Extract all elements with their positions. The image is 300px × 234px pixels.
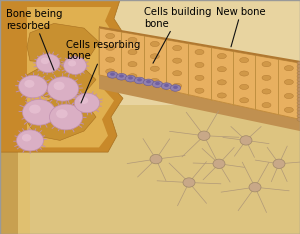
Circle shape	[297, 81, 300, 85]
Circle shape	[240, 136, 252, 145]
Polygon shape	[99, 28, 300, 119]
Ellipse shape	[161, 83, 172, 89]
Ellipse shape	[128, 37, 137, 43]
Circle shape	[74, 93, 100, 113]
Circle shape	[19, 75, 47, 98]
Circle shape	[297, 101, 300, 105]
Ellipse shape	[106, 45, 115, 50]
Ellipse shape	[195, 62, 204, 68]
Ellipse shape	[150, 66, 159, 71]
Ellipse shape	[170, 85, 181, 91]
Ellipse shape	[106, 57, 115, 62]
FancyBboxPatch shape	[0, 0, 300, 105]
Circle shape	[198, 131, 210, 140]
Circle shape	[68, 60, 76, 66]
Circle shape	[297, 111, 300, 115]
Ellipse shape	[107, 72, 118, 78]
Ellipse shape	[262, 75, 271, 80]
Ellipse shape	[284, 93, 293, 99]
Ellipse shape	[150, 41, 159, 47]
Text: Cells building
bone: Cells building bone	[144, 7, 212, 63]
Ellipse shape	[173, 71, 182, 76]
FancyBboxPatch shape	[0, 105, 300, 234]
Circle shape	[213, 159, 225, 168]
Circle shape	[56, 109, 68, 118]
Polygon shape	[99, 26, 300, 63]
Circle shape	[297, 114, 300, 118]
Ellipse shape	[128, 49, 137, 55]
Circle shape	[297, 84, 300, 88]
Polygon shape	[0, 0, 123, 152]
Ellipse shape	[240, 58, 249, 63]
Circle shape	[24, 80, 34, 88]
Ellipse shape	[128, 74, 137, 79]
Ellipse shape	[119, 74, 124, 78]
Circle shape	[297, 88, 300, 91]
Ellipse shape	[128, 76, 133, 80]
Ellipse shape	[262, 89, 271, 94]
Ellipse shape	[195, 88, 204, 93]
Circle shape	[297, 78, 300, 82]
Ellipse shape	[240, 84, 249, 89]
Ellipse shape	[106, 69, 115, 74]
Circle shape	[297, 104, 300, 108]
Ellipse shape	[173, 86, 178, 89]
Polygon shape	[27, 23, 99, 63]
Ellipse shape	[284, 66, 293, 71]
Circle shape	[297, 65, 300, 68]
Circle shape	[22, 99, 56, 125]
Ellipse shape	[262, 62, 271, 67]
Ellipse shape	[217, 67, 226, 72]
FancyBboxPatch shape	[18, 0, 30, 234]
Ellipse shape	[240, 98, 249, 103]
Ellipse shape	[173, 83, 182, 88]
Circle shape	[80, 97, 88, 104]
Ellipse shape	[173, 45, 182, 51]
Circle shape	[297, 98, 300, 101]
Circle shape	[297, 94, 300, 98]
Polygon shape	[99, 75, 300, 131]
Text: New bone: New bone	[216, 7, 266, 47]
Ellipse shape	[137, 78, 142, 81]
Circle shape	[297, 117, 300, 121]
Circle shape	[150, 154, 162, 164]
Ellipse shape	[128, 62, 137, 67]
Circle shape	[41, 58, 49, 64]
Ellipse shape	[217, 54, 226, 59]
Ellipse shape	[125, 75, 136, 82]
Ellipse shape	[164, 84, 169, 87]
Circle shape	[297, 68, 300, 72]
Ellipse shape	[134, 77, 145, 84]
Circle shape	[16, 130, 44, 151]
Ellipse shape	[262, 102, 271, 108]
Circle shape	[273, 159, 285, 168]
Ellipse shape	[173, 58, 182, 63]
Circle shape	[54, 82, 64, 90]
Text: Bone being
resorbed: Bone being resorbed	[6, 9, 62, 70]
Ellipse shape	[284, 107, 293, 113]
Circle shape	[47, 77, 79, 101]
Circle shape	[29, 105, 41, 113]
Ellipse shape	[116, 73, 127, 80]
Ellipse shape	[146, 80, 151, 83]
Ellipse shape	[150, 78, 159, 84]
FancyBboxPatch shape	[0, 0, 18, 234]
Circle shape	[64, 57, 86, 74]
Circle shape	[297, 74, 300, 78]
Ellipse shape	[240, 71, 249, 76]
Circle shape	[297, 91, 300, 95]
Ellipse shape	[150, 54, 159, 59]
Circle shape	[50, 104, 82, 130]
Ellipse shape	[143, 79, 154, 86]
Ellipse shape	[152, 81, 163, 88]
Ellipse shape	[110, 73, 115, 76]
Ellipse shape	[195, 49, 204, 55]
Circle shape	[297, 71, 300, 75]
Circle shape	[36, 54, 60, 73]
Polygon shape	[27, 7, 114, 147]
Ellipse shape	[217, 80, 226, 85]
Ellipse shape	[155, 82, 160, 85]
Ellipse shape	[217, 93, 226, 98]
Text: Cells resorbing
bone: Cells resorbing bone	[66, 40, 140, 103]
